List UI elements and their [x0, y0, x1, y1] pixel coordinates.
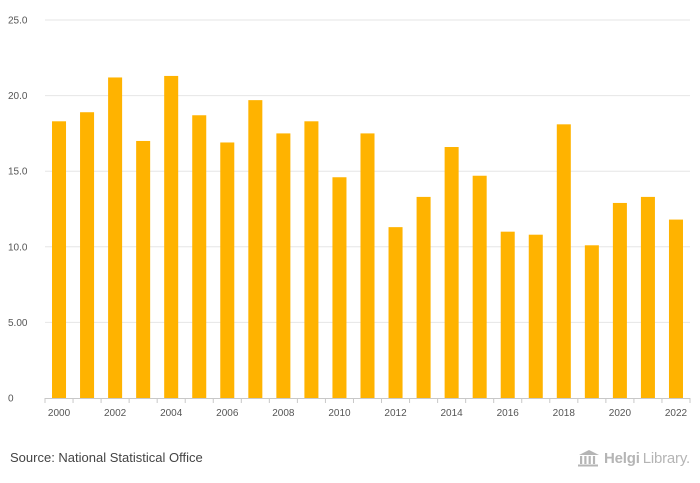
bar-2001[interactable]: [80, 112, 95, 398]
x-tick-label: 2018: [553, 408, 576, 419]
bar-2008[interactable]: [276, 133, 291, 398]
x-tick-label: 2008: [272, 408, 295, 419]
y-axis-tick-labels: 0 5.00 10.0 15.0 20.0 25.0: [8, 16, 28, 405]
bar-2020[interactable]: [612, 202, 627, 398]
bar-2006[interactable]: [220, 142, 235, 398]
y-tick-label: 0: [8, 394, 14, 405]
x-tick-label: 2014: [441, 408, 464, 419]
bar-2013[interactable]: [416, 196, 431, 398]
bar-2016[interactable]: [500, 231, 515, 398]
source-note: Source: National Statistical Office: [10, 450, 203, 465]
x-tick-label: 2016: [497, 408, 520, 419]
brand-suffix: Library.: [642, 449, 691, 467]
bar-2014[interactable]: [444, 147, 459, 398]
bar-2002[interactable]: [108, 77, 123, 399]
x-axis-tick-labels: 2000 2002 2004 2006 2008 2010 2012 2014 2016 2018…: [48, 408, 688, 419]
y-tick-label: 10.0: [8, 242, 28, 253]
y-tick-label: 5.00: [8, 318, 28, 329]
bar-2017[interactable]: [528, 234, 543, 398]
bar-2010[interactable]: [332, 177, 347, 398]
x-tick-label: 2000: [48, 408, 71, 419]
library-building-icon: [577, 449, 601, 467]
bar-2005[interactable]: [192, 115, 207, 398]
bar-2003[interactable]: [136, 140, 151, 398]
bar-2012[interactable]: [388, 227, 403, 398]
bar-2007[interactable]: [248, 100, 263, 398]
y-tick-label: 25.0: [8, 16, 28, 27]
brand-logo[interactable]: Helgi Library.: [577, 449, 690, 467]
bar-2021[interactable]: [640, 196, 655, 398]
bar-2015[interactable]: [472, 175, 487, 398]
y-tick-label: 15.0: [8, 167, 28, 178]
y-tick-label: 20.0: [8, 91, 28, 102]
bar-2004[interactable]: [164, 75, 179, 398]
x-tick-label: 2002: [104, 408, 127, 419]
bar-layer: [52, 75, 683, 399]
x-tick-label: 2006: [216, 408, 239, 419]
x-tick-label: 2012: [384, 408, 407, 419]
bar-2019[interactable]: [584, 245, 599, 398]
bar-2011[interactable]: [360, 133, 375, 398]
x-tick-label: 2010: [328, 408, 351, 419]
x-axis: [44, 398, 691, 403]
x-tick-label: 2022: [665, 408, 688, 419]
bar-2022[interactable]: [668, 219, 683, 398]
bar-2009[interactable]: [304, 121, 319, 399]
x-tick-label: 2004: [160, 408, 183, 419]
bar-2018[interactable]: [556, 124, 571, 398]
bar-2000[interactable]: [52, 121, 67, 399]
x-tick-label: 2020: [609, 408, 632, 419]
brand-name: Helgi: [604, 449, 640, 467]
